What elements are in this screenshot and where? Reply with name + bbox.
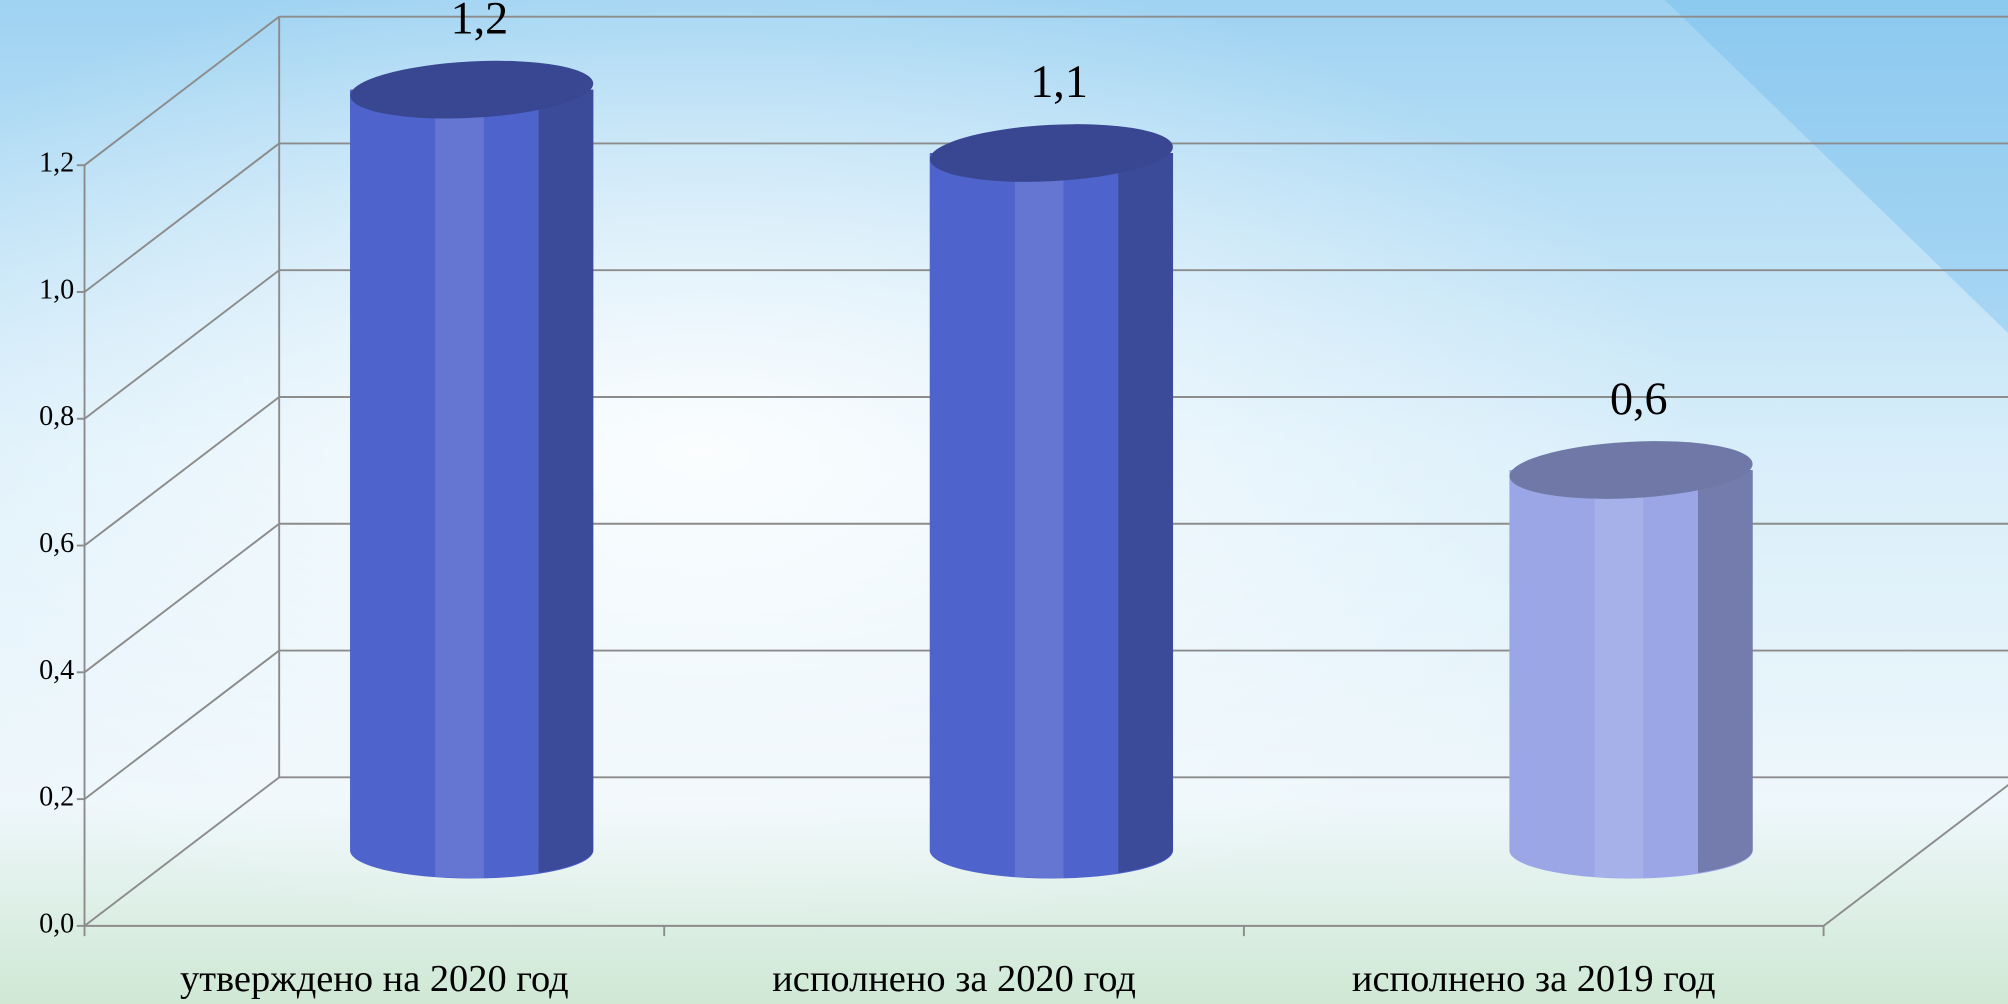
grid-line <box>83 776 280 927</box>
y-tick-label: 0,0 <box>39 908 74 939</box>
y-tick-label: 1,0 <box>39 274 74 305</box>
background-sky <box>1664 0 2008 333</box>
bar-highlight <box>1014 153 1064 879</box>
bar-highlight <box>1594 469 1644 879</box>
bar-highlight <box>435 89 484 879</box>
grid-line <box>83 269 280 420</box>
x-tick-label: исполнено за 2019 год <box>1352 958 1716 1000</box>
grid-line <box>83 15 280 166</box>
bar-top <box>1509 441 1753 499</box>
bar-shade <box>538 89 594 873</box>
grid-line <box>83 396 280 547</box>
y-tick-label: 1,2 <box>39 148 74 179</box>
bar <box>929 153 1174 879</box>
grid-line <box>83 523 280 674</box>
bar-top <box>929 124 1173 182</box>
bar <box>1509 469 1753 879</box>
x-tick-label: исполнено за 2020 год <box>772 958 1136 1000</box>
value-label: 1,2 <box>451 0 509 44</box>
y-tick-label: 0,6 <box>39 528 74 559</box>
bar-top <box>350 60 594 119</box>
grid-line <box>83 142 280 293</box>
bar-shade <box>1697 469 1753 873</box>
grid-line <box>83 649 280 800</box>
value-label: 0,6 <box>1610 373 1668 424</box>
floor-edge <box>1823 783 2008 927</box>
y-tick-label: 0,8 <box>39 401 74 432</box>
x-tick-label: утверждено на 2020 год <box>180 958 569 1000</box>
y-tick-label: 0,4 <box>39 655 74 686</box>
value-label: 1,1 <box>1030 56 1088 107</box>
bar-shade <box>1118 153 1174 873</box>
bar <box>350 89 594 879</box>
y-tick-label: 0,2 <box>39 782 74 813</box>
